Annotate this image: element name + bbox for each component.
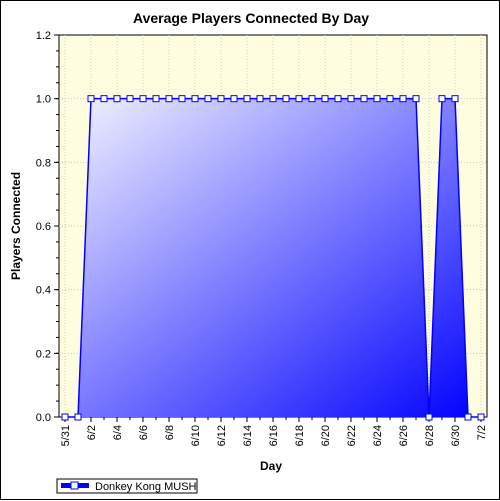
series-area-fill	[65, 98, 481, 418]
data-point	[204, 95, 212, 103]
data-point	[360, 95, 368, 103]
x-tick-label: 6/18	[294, 425, 306, 446]
y-tick-label: 0.4	[36, 285, 51, 297]
data-point	[412, 95, 420, 103]
data-point	[230, 95, 238, 103]
x-tick-label: 6/14	[242, 425, 254, 446]
y-axis-title: Players Connected	[9, 172, 23, 280]
x-tick-label: 6/2	[86, 425, 98, 440]
data-point	[308, 95, 316, 103]
x-tick-label: 6/8	[164, 425, 176, 440]
data-point	[334, 95, 342, 103]
data-point	[477, 413, 485, 421]
x-tick-label: 6/12	[216, 425, 228, 446]
x-tick-label: 5/31	[60, 425, 72, 446]
y-tick-label: 1.2	[36, 30, 51, 42]
x-tick-label: 6/26	[398, 425, 410, 446]
x-tick-label: 6/4	[112, 425, 124, 440]
data-point	[217, 95, 225, 103]
x-tick-label: 6/6	[138, 425, 150, 440]
chart-title: Average Players Connected By Day	[133, 10, 369, 26]
data-point	[74, 413, 82, 421]
y-tick-label: 0.8	[36, 157, 51, 169]
data-point	[126, 95, 134, 103]
data-point	[178, 95, 186, 103]
data-point	[256, 95, 264, 103]
y-tick-label: 1.0	[36, 94, 51, 106]
legend-marker	[70, 481, 79, 490]
data-point	[373, 95, 381, 103]
data-point	[282, 95, 290, 103]
data-point	[100, 95, 108, 103]
data-point	[87, 95, 95, 103]
data-point	[295, 95, 303, 103]
y-tick-label: 0.0	[36, 412, 51, 424]
legend: Donkey Kong MUSH	[56, 478, 198, 494]
data-point	[425, 413, 433, 421]
data-point	[451, 95, 459, 103]
legend-series-label: Donkey Kong MUSH	[95, 481, 197, 493]
data-point	[399, 95, 407, 103]
data-point	[113, 95, 121, 103]
x-tick-label: 6/20	[320, 425, 332, 446]
y-tick-label: 0.2	[36, 348, 51, 360]
data-point	[191, 95, 199, 103]
data-point	[61, 413, 69, 421]
x-tick-label: 6/16	[268, 425, 280, 446]
data-point	[321, 95, 329, 103]
data-point	[438, 95, 446, 103]
x-tick-label: 7/2	[476, 425, 488, 440]
y-tick-label: 0.6	[36, 221, 51, 233]
x-tick-label: 6/24	[372, 425, 384, 446]
x-axis-title: Day	[260, 459, 282, 473]
x-tick-label: 6/28	[424, 425, 436, 446]
series-area	[65, 97, 481, 418]
data-point	[269, 95, 277, 103]
data-point	[165, 95, 173, 103]
data-point	[243, 95, 251, 103]
x-tick-label: 6/22	[346, 425, 358, 446]
data-point	[139, 95, 147, 103]
data-point	[386, 95, 394, 103]
data-point	[347, 95, 355, 103]
legend-box	[56, 478, 198, 494]
data-points	[61, 95, 485, 421]
x-tick-label: 6/10	[190, 425, 202, 446]
data-point	[464, 413, 472, 421]
x-axis: 5/31 6/2 6/4 6/6 6/8 6/10 6/12 6/14 6/16 6/18 6/20…	[60, 417, 488, 446]
x-tick-label: 6/30	[450, 425, 462, 446]
y-axis: 0.0 0.2 0.4 0.6 0.8 1.0 1.2	[36, 30, 59, 424]
data-point	[152, 95, 160, 103]
